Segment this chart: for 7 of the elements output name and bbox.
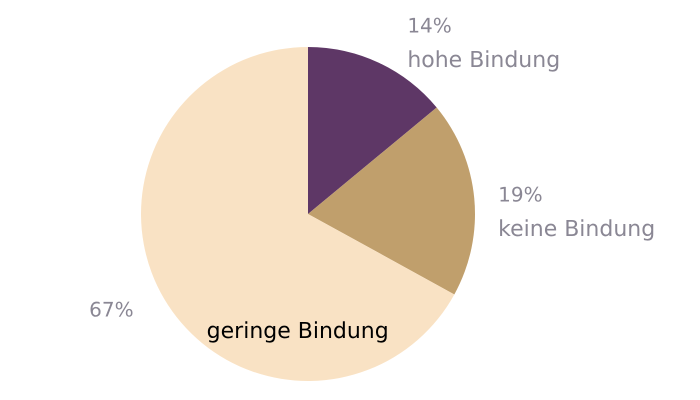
data-label: 14%: [407, 14, 452, 38]
data-label: 19%: [498, 182, 543, 206]
pie-slice: [308, 108, 475, 294]
slice-label: geringe Bindung: [206, 319, 389, 344]
slice-label: hohe Bindung: [407, 48, 560, 74]
slice-label: keine Bindung: [498, 217, 656, 242]
data-label: 67%: [89, 298, 134, 322]
